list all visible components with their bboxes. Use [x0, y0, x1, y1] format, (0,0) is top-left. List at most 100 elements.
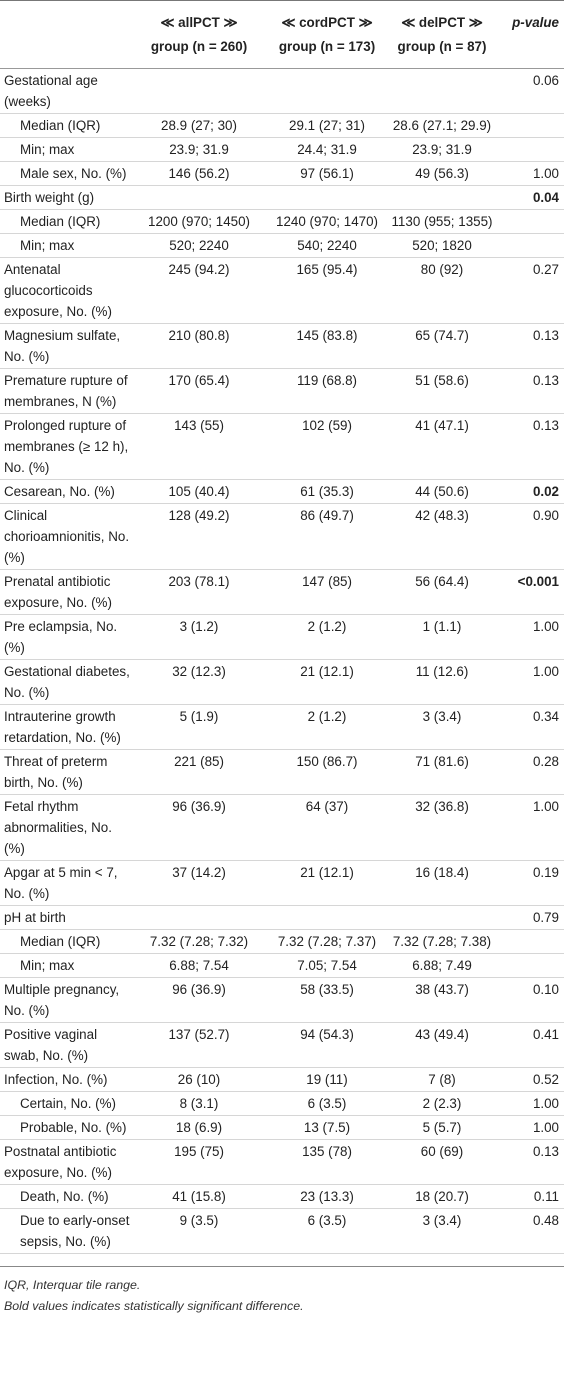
cell: 1200 (970; 1450) [148, 214, 250, 229]
cell [388, 69, 496, 114]
cell: 41 (47.1) [415, 418, 469, 433]
header-cell: ≪ cordPCT ≫ group (n = 173) [266, 1, 388, 69]
row-label: Due to early-onset sepsis, No. (%) [20, 1213, 130, 1249]
header-cell: p-value [496, 1, 564, 69]
table-row: Min; max 520; 2240 540; 2240 520; 1820 [0, 234, 564, 258]
row-label: Min; max [20, 238, 75, 253]
header-cell: ≪ delPCT ≫ group (n = 87) [388, 1, 496, 69]
cell: 105 (40.4) [168, 484, 230, 499]
cell: 165 (95.4) [296, 262, 358, 277]
cell [266, 906, 388, 930]
row-label: Infection, No. (%) [4, 1072, 108, 1087]
p-value: 0.04 [532, 190, 559, 205]
cell: 7.32 (7.28; 7.32) [149, 934, 249, 949]
table-row: Median (IQR) 7.32 (7.28; 7.32) 7.32 (7.28;… [0, 930, 564, 954]
cell: 203 (78.1) [168, 574, 230, 589]
row-label: Premature rupture of membranes, N (%) [4, 373, 128, 409]
row-label: Birth weight (g) [4, 190, 95, 205]
p-value [496, 210, 564, 234]
cell: 2 (1.2) [307, 619, 347, 634]
cell: 6 (3.5) [307, 1213, 347, 1228]
cell: 170 (65.4) [168, 373, 230, 388]
cell: 13 (7.5) [303, 1120, 351, 1135]
table-row: Male sex, No. (%) 146 (56.2) 97 (56.1) 49 (… [0, 162, 564, 186]
cell: 540; 2240 [297, 238, 357, 253]
cell [388, 906, 496, 930]
cell: 41 (15.8) [172, 1189, 226, 1204]
cell: 102 (59) [302, 418, 352, 433]
table-row: Cesarean, No. (%) 105 (40.4) 61 (35.3) 44 (… [0, 480, 564, 504]
cell: 7.32 (7.28; 7.38) [392, 934, 492, 949]
p-value: 0.02 [532, 484, 559, 499]
cell: 1240 (970; 1470) [276, 214, 378, 229]
cell: 96 (36.9) [172, 982, 226, 997]
table-row: Median (IQR) 28.9 (27; 30) 29.1 (27; 31) 28… [0, 114, 564, 138]
cell [266, 69, 388, 114]
cell: 60 (69) [420, 1144, 464, 1159]
cell: 32 (36.8) [415, 799, 469, 814]
cell: 135 (78) [302, 1144, 352, 1159]
cell: 1 (1.1) [422, 619, 462, 634]
row-label: Antenatal glucocorticoids exposure, No. … [4, 262, 112, 319]
p-value: 0.52 [532, 1072, 559, 1087]
cell: 245 (94.2) [168, 262, 230, 277]
cell: 2 (2.3) [422, 1096, 462, 1111]
cell: 16 (18.4) [415, 865, 469, 880]
cell: 56 (64.4) [415, 574, 469, 589]
table-row: Gestational diabetes, No. (%) 32 (12.3) 21… [0, 660, 564, 705]
table-row: Apgar at 5 min < 7, No. (%) 37 (14.2) 21 (… [0, 861, 564, 906]
p-value: 0.27 [532, 262, 559, 277]
row-label: Min; max [20, 142, 75, 157]
row-label: Cesarean, No. (%) [4, 484, 115, 499]
row-label: Magnesium sulfate, No. (%) [4, 328, 121, 364]
cell: 24.4; 31.9 [297, 142, 357, 157]
p-value: <0.001 [517, 574, 559, 589]
cell: 5 (1.9) [179, 709, 219, 724]
cell: 146 (56.2) [168, 166, 230, 181]
cell: 1130 (955; 1355) [391, 214, 493, 229]
row-label: Threat of preterm birth, No. (%) [4, 754, 108, 790]
cell [132, 69, 266, 114]
row-label: Fetal rhythm abnormalities, No. (%) [4, 799, 112, 856]
cell: 29.1 (27; 31) [289, 118, 365, 133]
p-value: 0.13 [532, 328, 559, 343]
row-label: Median (IQR) [20, 214, 101, 229]
p-value: 0.41 [532, 1027, 559, 1042]
row-label: Gestational age (weeks) [4, 73, 98, 109]
cell: 2 (1.2) [307, 709, 347, 724]
cell [132, 186, 266, 210]
table-row: Postnatal antibiotic exposure, No. (%) 19… [0, 1140, 564, 1185]
row-label: Median (IQR) [20, 118, 101, 133]
cell: 96 (36.9) [172, 799, 226, 814]
cell: 7 (8) [428, 1072, 456, 1087]
cell: 23 (13.3) [300, 1189, 354, 1204]
cell: 7.32 (7.28; 7.37) [277, 934, 377, 949]
cell: 23.9; 31.9 [169, 142, 229, 157]
cell: 80 (92) [420, 262, 464, 277]
table-row: Min; max 23.9; 31.9 24.4; 31.9 23.9; 31.9 [0, 138, 564, 162]
cell: 43 (49.4) [415, 1027, 469, 1042]
table-row: pH at birth 0.79 [0, 906, 564, 930]
table-row: Probable, No. (%) 18 (6.9) 13 (7.5) 5 (5.7)… [0, 1116, 564, 1140]
header-text: p-value [512, 15, 559, 30]
p-value [496, 138, 564, 162]
cell: 28.6 (27.1; 29.9) [392, 118, 492, 133]
row-label: Multiple pregnancy, No. (%) [4, 982, 120, 1018]
cell: 128 (49.2) [168, 508, 230, 523]
cell: 42 (48.3) [415, 508, 469, 523]
cell: 520; 1820 [412, 238, 472, 253]
p-value: 0.90 [532, 508, 559, 523]
cell: 18 (20.7) [415, 1189, 469, 1204]
p-value [496, 930, 564, 954]
cell: 58 (33.5) [300, 982, 354, 997]
cell: 26 (10) [177, 1072, 221, 1087]
header-text: group (n = 173) [278, 39, 376, 54]
cell [388, 186, 496, 210]
table-body: Gestational age (weeks) 0.06 Median (IQR) 2… [0, 69, 564, 1254]
cell: 37 (14.2) [172, 865, 226, 880]
cell: 6.88; 7.54 [169, 958, 229, 973]
row-label: Apgar at 5 min < 7, No. (%) [4, 865, 118, 901]
cell: 520; 2240 [169, 238, 229, 253]
table-row: Threat of preterm birth, No. (%) 221 (85)… [0, 750, 564, 795]
